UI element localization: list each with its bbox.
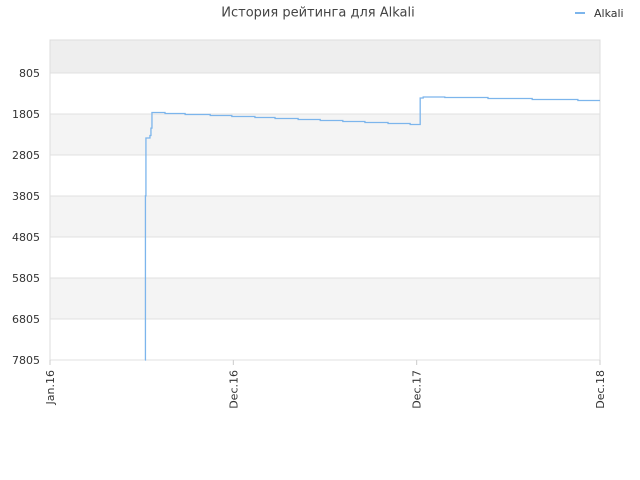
y-tick-label: 6805 [12, 313, 40, 326]
y-tick-label: 4805 [12, 231, 40, 244]
plot-band [50, 319, 600, 360]
x-tick-label: Dec.18 [594, 370, 607, 409]
y-tick-label: 805 [19, 67, 40, 80]
plot-band [50, 237, 600, 279]
y-tick-label: 3805 [12, 190, 40, 203]
plot-band [50, 196, 600, 238]
plot-band [50, 278, 600, 320]
y-tick-label: 5805 [12, 272, 40, 285]
series-line [144, 96, 600, 361]
plot-band [50, 40, 600, 74]
x-tick-label: Jan.16 [44, 370, 57, 405]
y-tick-label: 1805 [12, 108, 40, 121]
legend-label: Alkali [594, 7, 624, 20]
x-tick-label: Dec.16 [227, 370, 240, 409]
x-tick-label: Dec.17 [411, 370, 424, 409]
plot-band [50, 155, 600, 197]
plot-band [50, 73, 600, 115]
y-tick-label: 2805 [12, 149, 40, 162]
chart-title: История рейтинга для Alkali [221, 6, 414, 21]
y-tick-label: 7805 [12, 354, 40, 367]
